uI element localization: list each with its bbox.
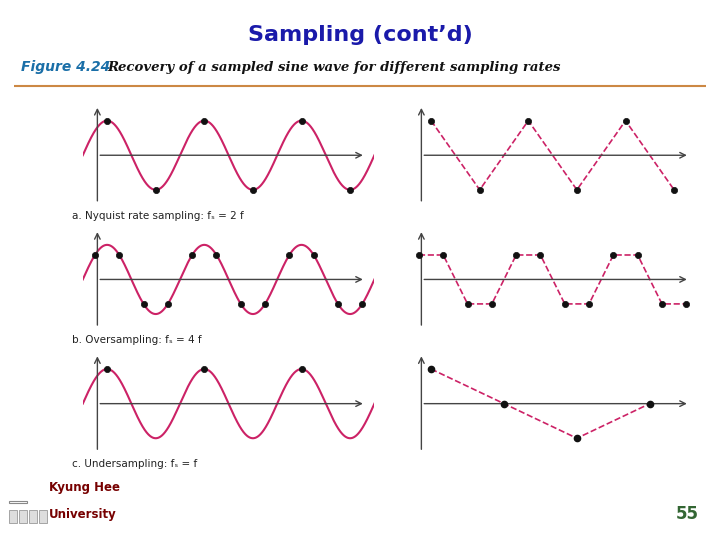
FancyBboxPatch shape [29, 510, 37, 523]
Text: c. Undersampling: fₛ = f: c. Undersampling: fₛ = f [72, 460, 197, 469]
Text: b. Oversampling: fₛ = 4 f: b. Oversampling: fₛ = 4 f [72, 335, 202, 345]
Text: 55: 55 [675, 505, 698, 523]
Text: Recovery of a sampled sine wave for different sampling rates: Recovery of a sampled sine wave for diff… [108, 61, 561, 74]
Text: a. Nyquist rate sampling: fₛ = 2 f: a. Nyquist rate sampling: fₛ = 2 f [72, 211, 244, 221]
Text: Kyung Hee: Kyung Hee [49, 481, 120, 494]
Text: University: University [49, 508, 117, 521]
Text: Figure 4.24: Figure 4.24 [22, 60, 111, 75]
FancyBboxPatch shape [9, 501, 27, 503]
FancyBboxPatch shape [19, 510, 27, 523]
FancyBboxPatch shape [9, 510, 17, 523]
Text: Sampling (cont’d): Sampling (cont’d) [248, 24, 472, 45]
FancyBboxPatch shape [39, 510, 47, 523]
